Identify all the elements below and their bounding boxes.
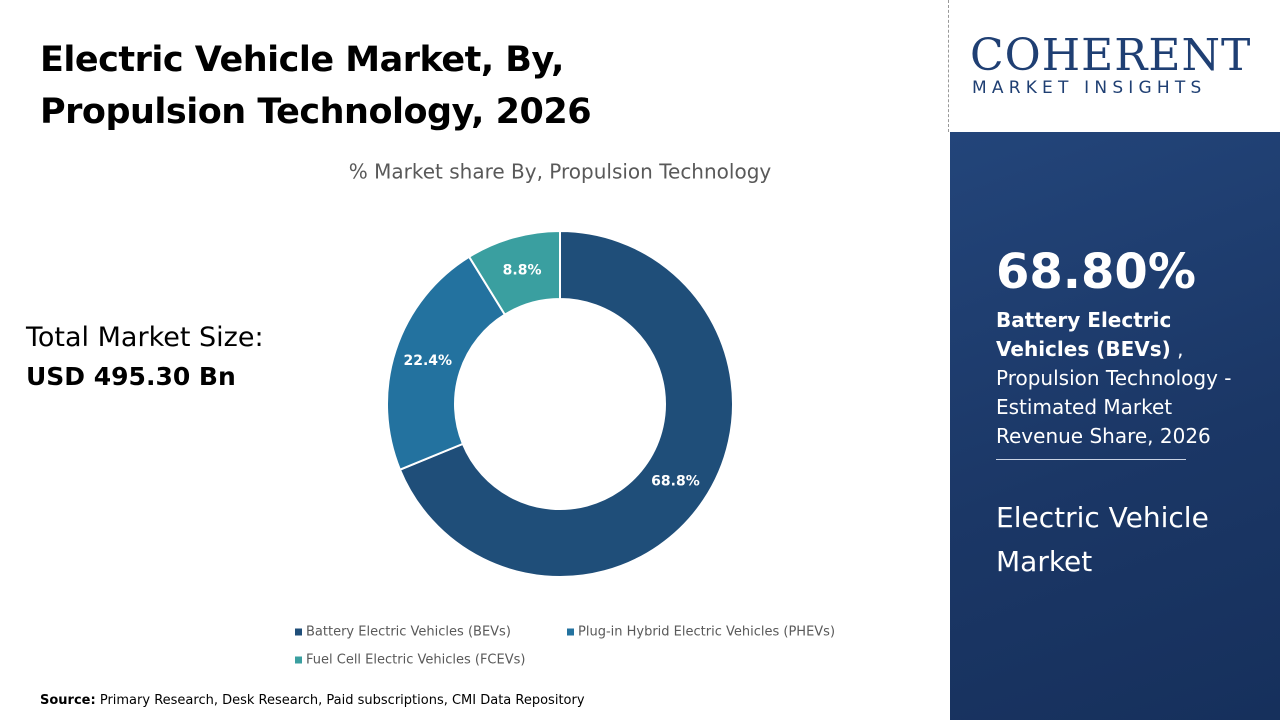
- source-label: Source:: [40, 693, 96, 708]
- highlight-market: Electric Vehicle Market: [996, 501, 1209, 578]
- legend-swatch: [567, 628, 574, 636]
- logo-tagline: MARKET INSIGHTS: [972, 78, 1207, 98]
- logo: COHERENT MARKET INSIGHTS: [950, 0, 1280, 132]
- data-label: 68.8%: [651, 473, 700, 489]
- chart-subtitle: % Market share By, Propulsion Technology: [349, 160, 772, 184]
- highlight-segment: Battery Electric Vehicles (BEVs): [996, 308, 1172, 361]
- divider: [948, 0, 949, 132]
- source-text: Primary Research, Desk Research, Paid su…: [99, 693, 585, 708]
- market-size-value: USD 495.30 Bn: [26, 362, 236, 391]
- donut-slice: [467, 229, 561, 317]
- market-size-label: Total Market Size:: [26, 322, 264, 353]
- legend-label: Battery Electric Vehicles (BEVs): [306, 625, 511, 640]
- legend-swatch: [295, 656, 302, 664]
- chart: % Market share By, Propulsion Technology…: [295, 160, 835, 668]
- highlight-text: Battery Electric Vehicles (BEVs) , Propu…: [996, 306, 1256, 451]
- legend-swatch: [295, 628, 302, 636]
- legend-label: Plug-in Hybrid Electric Vehicles (PHEVs): [578, 625, 835, 640]
- highlight-value: 68.80%: [996, 244, 1196, 300]
- highlight-rule: [996, 459, 1186, 460]
- data-label: 8.8%: [503, 262, 542, 278]
- legend-label: Fuel Cell Electric Vehicles (FCEVs): [306, 653, 525, 668]
- donut-slice: [386, 255, 507, 472]
- donut-slice: [398, 229, 734, 578]
- highlight-panel: [950, 132, 1280, 720]
- data-label: 22.4%: [404, 353, 453, 369]
- source: Source: Primary Research, Desk Research,…: [40, 693, 585, 708]
- logo-name: COHERENT: [970, 30, 1252, 81]
- chart-title: Electric Vehicle Market, By, Propulsion …: [40, 40, 592, 132]
- highlight-description: , Propulsion Technology - Estimated Mark…: [996, 337, 1232, 448]
